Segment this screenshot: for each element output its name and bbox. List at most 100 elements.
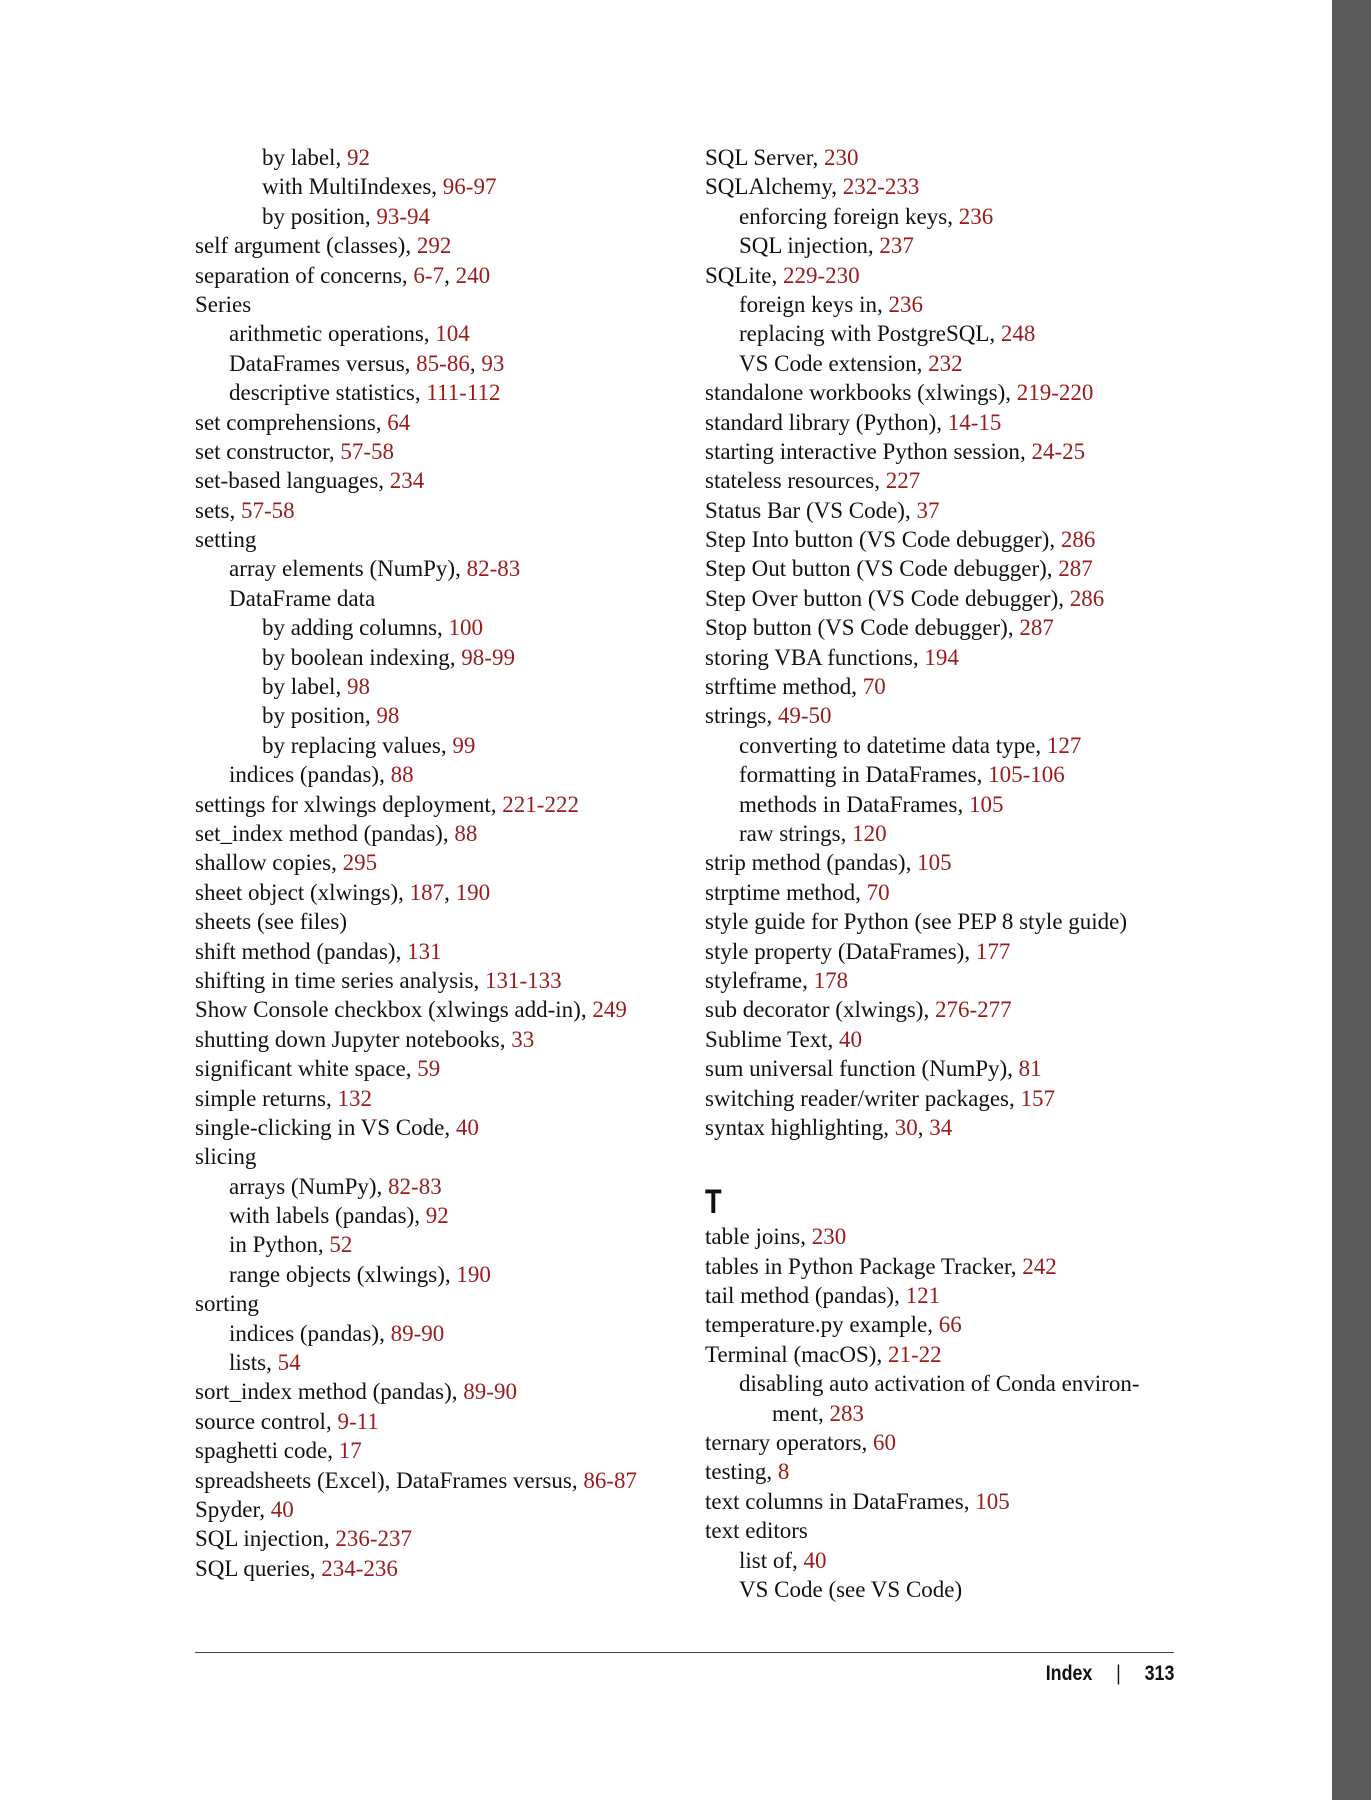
page-reference-link[interactable]: 177 — [975, 938, 1011, 964]
page-reference-link[interactable]: 219-220 — [1016, 380, 1094, 406]
page-reference-link[interactable]: 295 — [342, 850, 378, 876]
page-reference-link[interactable]: 132 — [337, 1085, 372, 1111]
page-reference-link[interactable]: 230 — [823, 145, 859, 170]
page-reference-link[interactable]: 227 — [885, 468, 921, 494]
page-reference-link[interactable]: 105 — [968, 791, 1004, 817]
page-reference-link[interactable]: 86-87 — [583, 1467, 637, 1493]
page-reference-link[interactable]: 70 — [862, 674, 886, 700]
page-reference-link[interactable]: 40 — [839, 1026, 863, 1052]
page-reference-link[interactable]: 54 — [277, 1350, 301, 1376]
entry-term: DataFrame data — [229, 585, 376, 611]
page-reference-link[interactable]: 105 — [975, 1488, 1010, 1514]
page-reference-link[interactable]: 21-22 — [887, 1341, 942, 1367]
index-entry: SQLite, 229-230 — [705, 262, 860, 288]
page-reference-link[interactable]: 229-230 — [782, 262, 860, 288]
page-reference-link[interactable]: 52 — [329, 1232, 353, 1258]
page-reference-link[interactable]: 92 — [346, 145, 370, 170]
index-entry: standard library (Python), 14-15 — [705, 409, 1002, 435]
index-entry: disabling auto activation of Conda envir… — [705, 1369, 1205, 1428]
page-reference-link[interactable]: 287 — [1019, 615, 1054, 641]
page-reference-link[interactable]: 248 — [1000, 321, 1036, 347]
page-reference-link[interactable]: 93 — [481, 350, 505, 376]
page-reference-link[interactable]: 187 — [409, 879, 445, 905]
page-reference-link[interactable]: 70 — [866, 879, 890, 905]
page-reference-link[interactable]: 98-99 — [461, 644, 515, 670]
page-reference-link[interactable]: 40 — [455, 1114, 479, 1140]
page-reference-link[interactable]: 96-97 — [442, 174, 497, 200]
page-reference-link[interactable]: 49-50 — [777, 703, 832, 729]
page-reference-link[interactable]: 98 — [346, 674, 370, 700]
page-reference-link[interactable]: 131-133 — [485, 967, 562, 993]
page-reference-link[interactable]: 89-90 — [463, 1379, 517, 1405]
page-reference-link[interactable]: 17 — [338, 1438, 362, 1464]
page-reference-link[interactable]: 157 — [1020, 1085, 1055, 1111]
page-reference-link[interactable]: 85-86 — [416, 350, 470, 376]
page-reference-link[interactable]: 14-15 — [947, 409, 1002, 435]
page-reference-link[interactable]: 190 — [455, 879, 491, 905]
page-reference-link[interactable]: 190 — [456, 1261, 491, 1287]
page-reference-link[interactable]: 105-106 — [988, 762, 1065, 788]
page-reference-link[interactable]: 127 — [1046, 732, 1082, 758]
page-reference-link[interactable]: 59 — [417, 1056, 441, 1082]
page-reference-link[interactable]: 30 — [894, 1114, 918, 1140]
index-entry: sorting — [195, 1289, 695, 1318]
page-reference-link[interactable]: 230 — [811, 1224, 847, 1250]
page-reference-link[interactable]: 8 — [777, 1459, 790, 1485]
page-reference-link[interactable]: 33 — [511, 1026, 535, 1052]
page-reference-link[interactable]: 236-237 — [335, 1526, 412, 1552]
index-entry: Terminal (macOS), 21-22 — [705, 1341, 942, 1367]
page-reference-link[interactable]: 88 — [454, 820, 478, 846]
page-reference-link[interactable]: 178 — [813, 967, 849, 993]
page-reference-link[interactable]: 194 — [924, 644, 959, 670]
page-reference-link[interactable]: 40 — [270, 1496, 294, 1522]
page-reference-link[interactable]: 89-90 — [390, 1320, 445, 1346]
page-reference-link[interactable]: 34 — [929, 1114, 953, 1140]
entry-term: standalone workbooks (xlwings) — [705, 380, 1006, 406]
page-reference-link[interactable]: 232 — [928, 350, 963, 376]
page-reference-link[interactable]: 100 — [448, 615, 484, 641]
page-reference-link[interactable]: 66 — [938, 1312, 962, 1338]
page-reference-link[interactable]: 9-11 — [337, 1408, 379, 1434]
page-reference-link[interactable]: 105 — [917, 850, 952, 876]
page-reference-link[interactable]: 57-58 — [241, 497, 295, 523]
page-reference-link[interactable]: 240 — [455, 262, 491, 288]
page-reference-link[interactable]: 111-112 — [426, 380, 501, 406]
entry-term: sub decorator (xlwings) — [705, 997, 924, 1023]
page-reference-link[interactable]: 6-7 — [413, 262, 445, 288]
page-reference-link[interactable]: 232-233 — [842, 174, 920, 200]
page-reference-link[interactable]: 57-58 — [340, 438, 395, 464]
page-reference-link[interactable]: 98 — [376, 703, 400, 729]
page-reference-link[interactable]: 40 — [803, 1547, 827, 1573]
page-reference-link[interactable]: 242 — [1022, 1253, 1057, 1279]
page-reference-link[interactable]: 93-94 — [376, 203, 431, 229]
page-reference-link[interactable]: 276-277 — [934, 997, 1012, 1023]
page-reference-link[interactable]: 81 — [1018, 1056, 1042, 1082]
page-reference-link[interactable]: 82-83 — [466, 556, 521, 582]
page-reference-link[interactable]: 236 — [888, 291, 923, 317]
index-entry: significant white space, 59 — [195, 1056, 441, 1082]
page-reference-link[interactable]: 221-222 — [502, 791, 579, 817]
page-reference-link[interactable]: 120 — [852, 820, 887, 846]
page-reference-link[interactable]: 286 — [1060, 527, 1096, 553]
page-reference-link[interactable]: 283 — [829, 1400, 865, 1426]
page-reference-link[interactable]: 24-25 — [1031, 438, 1086, 464]
page-reference-link[interactable]: 131 — [407, 938, 442, 964]
page-reference-link[interactable]: 121 — [905, 1283, 941, 1309]
page-reference-link[interactable]: 64 — [387, 409, 411, 435]
page-reference-link[interactable]: 99 — [452, 732, 476, 758]
page-reference-link[interactable]: 286 — [1069, 585, 1105, 611]
page-reference-link[interactable]: 37 — [916, 497, 940, 523]
page-reference-link[interactable]: 287 — [1058, 556, 1093, 582]
page-reference-link[interactable]: 104 — [435, 321, 470, 347]
page-reference-link[interactable]: 249 — [592, 997, 627, 1023]
entry-term: Terminal (macOS) — [705, 1341, 877, 1367]
page-reference-link[interactable]: 237 — [879, 233, 914, 259]
page-reference-link[interactable]: 82-83 — [388, 1173, 442, 1199]
page-reference-link[interactable]: 234 — [389, 468, 425, 494]
page-reference-link[interactable]: 60 — [872, 1430, 896, 1456]
page-reference-link[interactable]: 92 — [425, 1203, 449, 1229]
page-reference-link[interactable]: 88 — [390, 762, 414, 788]
page-reference-link[interactable]: 234-236 — [321, 1555, 398, 1581]
page-reference-link[interactable]: 292 — [416, 233, 452, 259]
page-reference-link[interactable]: 236 — [958, 203, 994, 229]
